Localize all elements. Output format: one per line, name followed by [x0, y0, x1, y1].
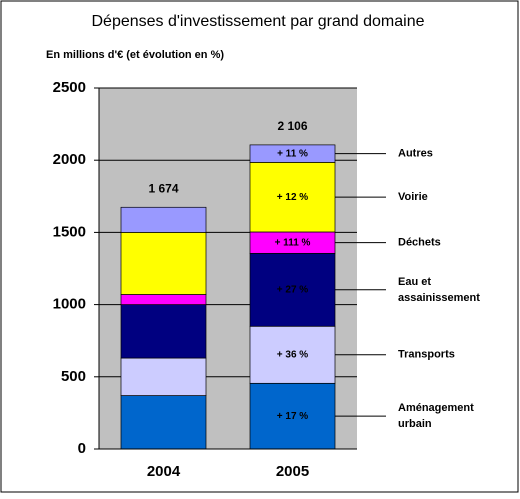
legend-label: Autres — [398, 148, 433, 160]
y-tick-label: 2000 — [53, 151, 86, 168]
change-label: + 17 % — [277, 411, 309, 422]
y-tick-label: 500 — [61, 368, 86, 385]
y-tick-label: 1500 — [53, 223, 86, 240]
change-label: + 11 % — [277, 148, 308, 159]
y-tick-label: 2500 — [53, 79, 86, 96]
bar-segment — [120, 232, 207, 295]
x-tick-label: 2005 — [276, 463, 309, 480]
chart-subtitle: En millions d'€ (et évolution en %) — [46, 49, 224, 61]
bar-segment — [120, 304, 207, 359]
change-label: + 36 % — [277, 349, 309, 360]
total-label: 2 106 — [277, 119, 307, 133]
legend-label: Eau et assainissement — [398, 276, 480, 304]
legend-label: Déchets — [398, 237, 441, 249]
y-tick-label: 1000 — [53, 296, 86, 313]
legend-label: Voirie — [398, 191, 428, 203]
chart-title: Dépenses d'investissement par grand doma… — [91, 13, 424, 30]
bar-segment — [120, 206, 207, 233]
y-tick-label: 0 — [78, 440, 86, 457]
bar-segment — [120, 294, 207, 305]
x-tick-label: 2004 — [147, 463, 181, 480]
bar-segment — [120, 395, 207, 450]
bar-segment — [120, 357, 207, 396]
change-label: + 27 % — [277, 284, 309, 295]
legend-label: Aménagement urbain — [398, 402, 477, 430]
total-label: 1 674 — [148, 181, 178, 195]
change-label: + 12 % — [277, 192, 309, 203]
change-label: + 111 % — [275, 237, 311, 248]
bar-segment — [249, 325, 336, 384]
legend-label: Transports — [398, 349, 455, 361]
